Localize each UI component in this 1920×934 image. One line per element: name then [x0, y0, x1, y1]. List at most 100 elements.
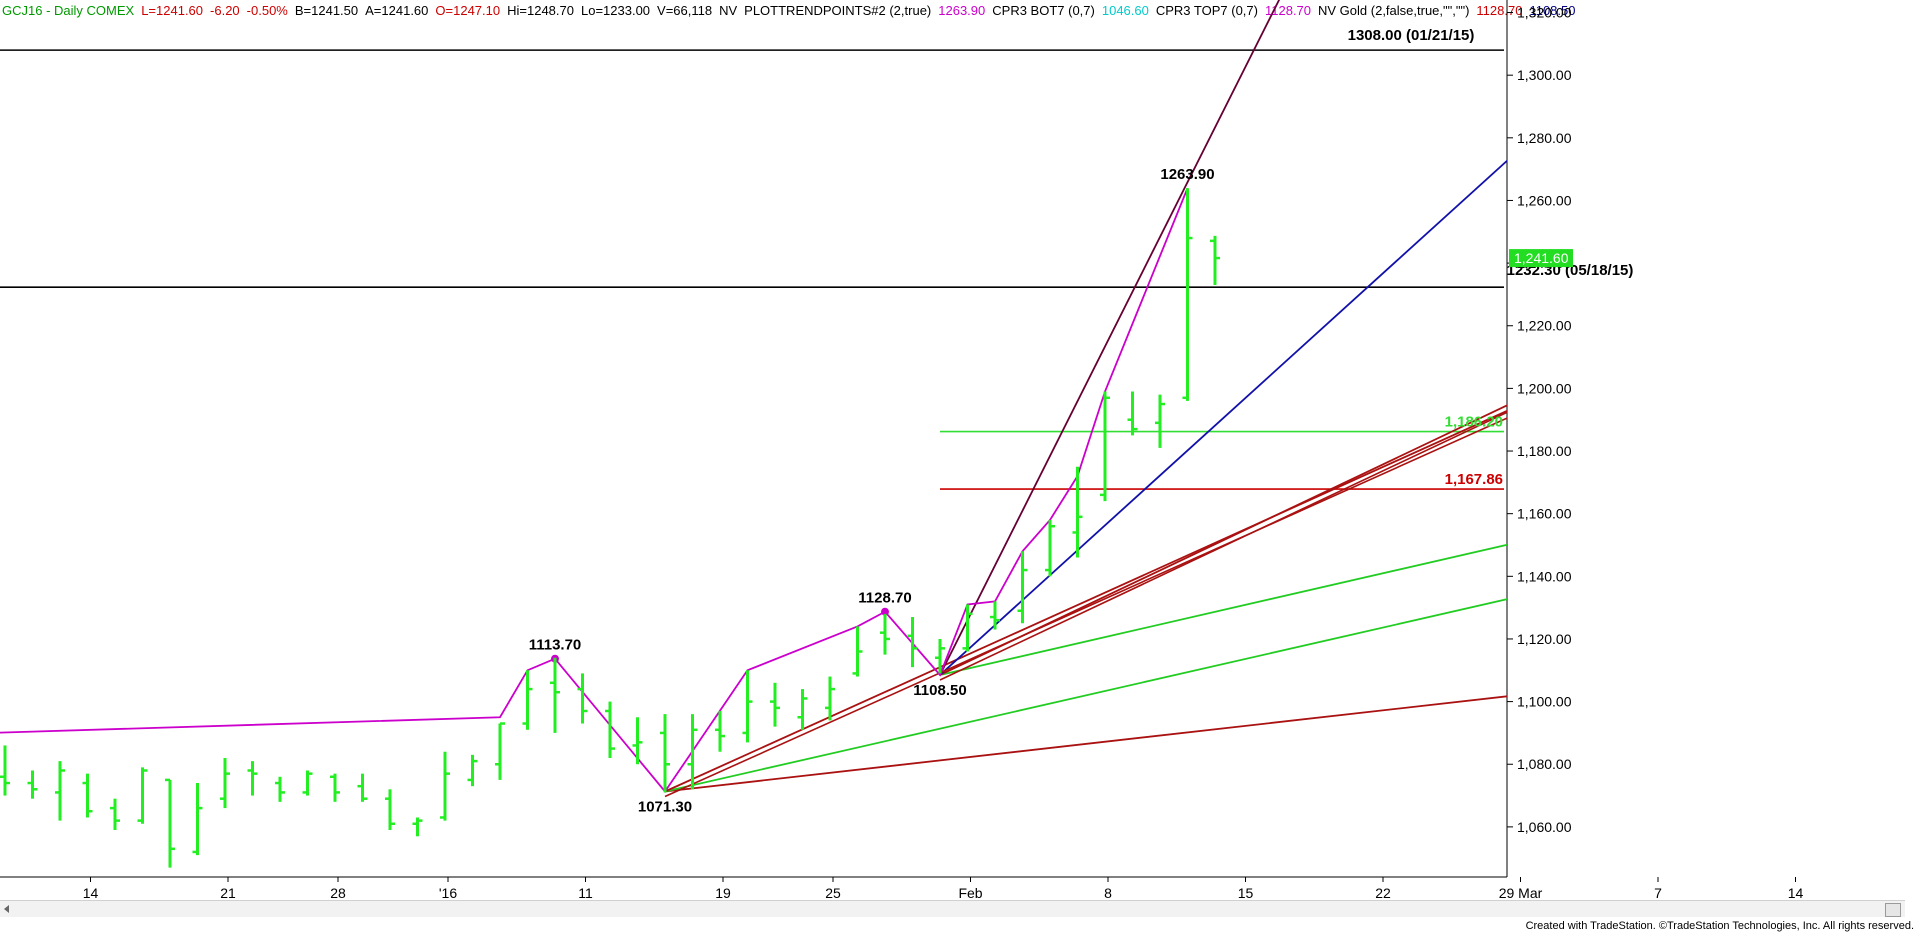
x-tick-label: 19 — [715, 885, 731, 901]
ohlc-bar — [962, 604, 973, 652]
ohlc-bar — [1182, 188, 1193, 401]
ohlc-bar — [0, 745, 10, 796]
scroll-left-arrow-icon[interactable] — [4, 905, 9, 913]
y-tick-label: 1,320.00 — [1517, 5, 1572, 21]
level-label: 1,186.20 — [1445, 414, 1503, 431]
ohlc-bar — [275, 776, 285, 802]
ohlc-bar — [495, 722, 505, 780]
status-item: Lo=1233.00 — [580, 3, 651, 18]
ohlc-bar — [1210, 235, 1220, 286]
ohlc-bar — [1045, 519, 1055, 577]
pivot-marker — [881, 607, 889, 616]
trend-fan-line — [939, 543, 1507, 676]
trend-fan-line — [939, 0, 1281, 676]
horizontal-scrollbar[interactable] — [0, 900, 1905, 917]
status-item: CPR3 TOP7 (0,7) — [1155, 3, 1258, 18]
x-tick-label: 22 — [1375, 885, 1391, 901]
trend-fan-line — [939, 404, 1507, 676]
status-item: -0.50% — [246, 3, 288, 18]
pivot-label: 1128.70 — [858, 590, 911, 607]
x-tick-label: 11 — [578, 885, 593, 901]
status-item: A=1241.60 — [365, 3, 429, 18]
ohlc-bar — [440, 751, 450, 821]
y-tick-label: 1,140.00 — [1517, 568, 1572, 584]
x-tick-label: Feb — [958, 885, 982, 901]
scroll-thumb[interactable] — [1885, 903, 1901, 917]
status-item: B=1241.50 — [294, 3, 359, 18]
status-item: L=1241.60 — [141, 3, 204, 18]
trend-fan-line-parallel — [939, 411, 1507, 681]
ohlc-bar — [577, 673, 588, 724]
x-tick-label: '16 — [439, 885, 457, 901]
ohlc-bar — [550, 657, 560, 733]
ohlc-bar — [605, 701, 615, 758]
level-label: 1308.00 (01/21/15) — [1348, 27, 1475, 44]
pivot-label: 1263.90 — [1160, 166, 1214, 183]
ohlc-bar — [797, 689, 808, 730]
ohlc-bar — [522, 670, 533, 730]
pivot-label: 1108.50 — [913, 682, 966, 699]
x-tick-label: 14 — [1788, 885, 1804, 901]
y-tick-label: 1,300.00 — [1517, 67, 1572, 83]
status-item: V=66,118 — [657, 3, 713, 18]
swing-trend-line — [0, 187, 1189, 793]
status-item: 1128.70 — [1476, 3, 1523, 18]
ohlc-bar — [1100, 391, 1110, 502]
ohlc-bar — [742, 670, 753, 743]
trend-fan-line — [664, 695, 1507, 793]
ohlc-bar — [1155, 394, 1165, 448]
ohlc-bar — [55, 761, 65, 821]
status-item: O=1247.10 — [435, 3, 501, 18]
status-item: PLOTTRENDPOINTS#2 (2,true) — [744, 3, 932, 18]
ohlc-bar — [660, 714, 670, 793]
last-price-marker — [1509, 249, 1573, 268]
status-item: 1108.50 — [1529, 3, 1576, 18]
ohlc-bar — [467, 754, 478, 787]
ohlc-bars — [0, 188, 1220, 868]
ohlc-bar — [852, 626, 863, 677]
ohlc-bar — [385, 789, 395, 831]
status-item: Hi=1248.70 — [507, 3, 574, 18]
ohlc-bar — [220, 757, 230, 809]
y-tick-label: 1,200.00 — [1517, 380, 1572, 396]
ohlc-bar — [1072, 466, 1083, 558]
last-price-label: 1,241.60 — [1514, 250, 1569, 266]
trend-fan-line — [664, 598, 1507, 793]
ohlc-bar — [357, 773, 368, 802]
status-item: -6.20 — [210, 3, 240, 18]
ohlc-bar — [137, 767, 148, 824]
ohlc-bar — [302, 770, 313, 796]
y-tick-label: 1,260.00 — [1517, 192, 1572, 208]
x-tick-label: 14 — [83, 885, 99, 901]
y-tick-label: 1,060.00 — [1517, 819, 1572, 835]
x-tick-label: 25 — [825, 885, 841, 901]
ohlc-bar — [1127, 391, 1138, 436]
status-item: 1046.60 — [1101, 3, 1149, 18]
ohlc-bar — [82, 773, 93, 818]
status-item: NV Gold (2,false,true,"","") — [1318, 3, 1470, 18]
x-tick-label: 21 — [220, 885, 236, 901]
ohlc-bar — [990, 601, 1000, 630]
pivot-label: 1071.30 — [638, 798, 692, 815]
x-tick-label: 7 — [1654, 885, 1662, 901]
ohlc-bar — [770, 682, 780, 727]
status-item: CPR3 BOT7 (0,7) — [992, 3, 1095, 18]
ohlc-bar — [247, 761, 258, 796]
y-tick-label: 1,220.00 — [1517, 318, 1572, 334]
status-item: GCJ16 - Daily COMEX — [2, 3, 135, 18]
status-item: NV — [719, 3, 738, 18]
y-tick-label: 1,160.00 — [1517, 506, 1572, 522]
x-tick-label: 29 Mar — [1499, 885, 1543, 901]
y-tick-label: 1,280.00 — [1517, 130, 1572, 146]
footer-credit: Created with TradeStation. ©TradeStation… — [1525, 920, 1914, 932]
symbol-status-bar: GCJ16 - Daily COMEX L=1241.60 -6.20 -0.50% B… — [0, 0, 1842, 22]
ohlc-bar — [907, 617, 918, 668]
level-label: 1,167.86 — [1445, 471, 1503, 488]
ohlc-bar — [27, 770, 38, 799]
ohlc-bar — [1017, 551, 1028, 624]
ohlc-bar — [165, 778, 175, 868]
ohlc-bar — [880, 613, 890, 655]
ohlc-bar — [192, 783, 203, 856]
